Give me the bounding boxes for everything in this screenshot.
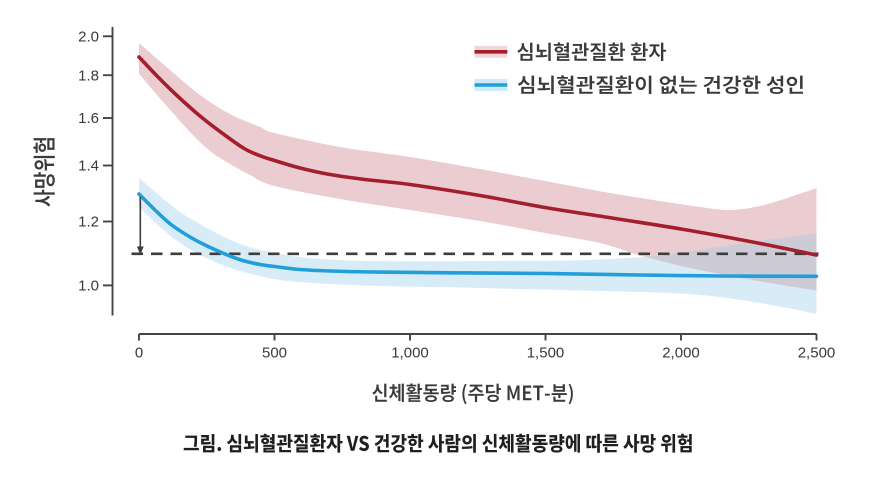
svg-text:500: 500 <box>262 345 287 362</box>
svg-text:1.0: 1.0 <box>78 278 99 295</box>
svg-text:1,000: 1,000 <box>391 345 429 362</box>
svg-text:1,500: 1,500 <box>527 345 565 362</box>
svg-text:2,000: 2,000 <box>662 345 700 362</box>
svg-text:1.4: 1.4 <box>78 158 99 175</box>
svg-text:1.8: 1.8 <box>78 67 99 84</box>
svg-text:2.0: 2.0 <box>78 29 99 46</box>
svg-text:1.2: 1.2 <box>78 214 99 231</box>
svg-text:1.6: 1.6 <box>78 110 99 127</box>
svg-text:2,500: 2,500 <box>798 345 836 362</box>
svg-text:0: 0 <box>135 345 143 362</box>
